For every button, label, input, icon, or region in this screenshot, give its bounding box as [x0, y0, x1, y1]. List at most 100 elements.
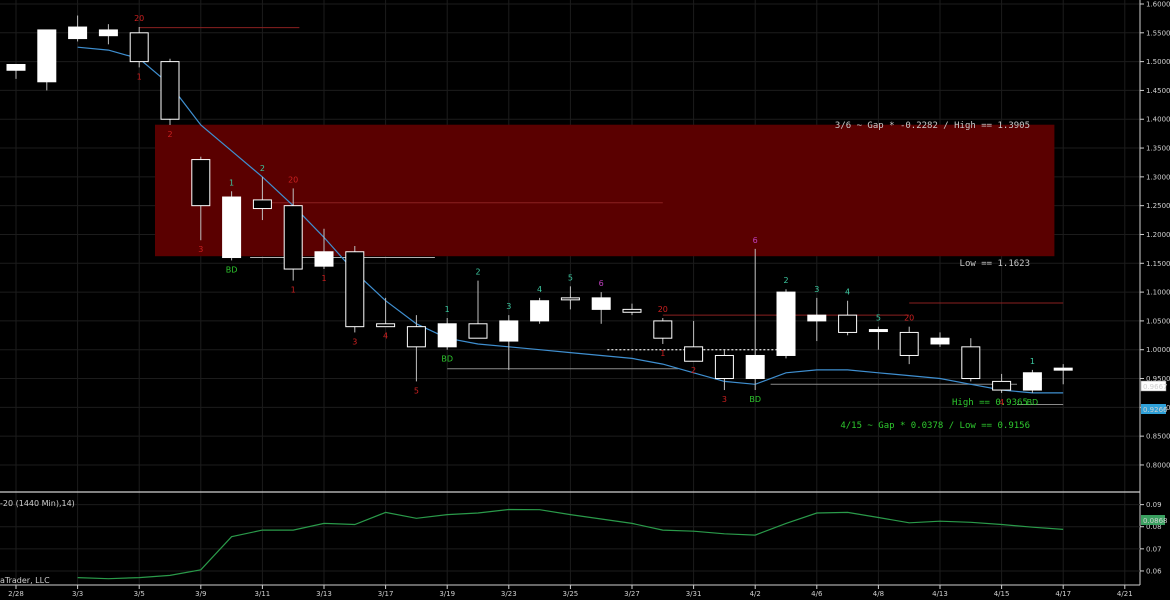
indicator-title: -20 (1440 Min),14): [0, 499, 75, 508]
candle-body: [838, 314, 858, 333]
price-tick-label: 1.0000: [1146, 346, 1170, 354]
price-tick-label: 0.8000: [1146, 461, 1170, 469]
annotation-gap-low: Low == 1.1623: [960, 259, 1030, 269]
candle: [37, 29, 57, 91]
time-tick-label: 3/17: [378, 590, 394, 598]
moving-average-line: [77, 46, 1064, 394]
count-label: 2: [475, 268, 480, 277]
candle-body: [622, 308, 642, 313]
candle-body: [684, 346, 704, 362]
candle: [745, 248, 765, 391]
price-tick-label: 1.3500: [1146, 145, 1170, 153]
annotation-gap-low-green: 4/15 ~ Gap * 0.0378 / Low == 0.9156: [840, 421, 1030, 431]
candle: [868, 326, 888, 350]
count-label: 1: [137, 72, 142, 81]
count-label: 1: [445, 305, 450, 314]
candle-body: [6, 64, 26, 71]
candle: [1053, 364, 1073, 385]
count-labels: 20 1 2 3 1 BD 2 20 1 1 3 4 5 1 BD 2 3 4 5 6 20 1 2 3 BD 6 2 3 4 5 20 4 1…: [134, 14, 1038, 407]
time-tick-label: 3/9: [195, 590, 206, 598]
last-price-badge: 0.9667: [1140, 380, 1168, 392]
candle: [776, 289, 796, 359]
candle: [714, 349, 734, 391]
candle: [838, 300, 858, 336]
count-label: 20: [658, 305, 668, 314]
candle-body: [376, 323, 396, 328]
candle: [992, 373, 1012, 393]
candle-body: [314, 251, 334, 267]
candle-body: [745, 354, 765, 380]
indicator-value-badge: 0.0868: [1141, 515, 1168, 525]
time-tick-label: 4/2: [750, 590, 761, 598]
ma-value-badge: 0.9266: [1141, 404, 1168, 414]
price-tick-label: 1.5000: [1146, 58, 1170, 66]
count-label: BD: [749, 395, 761, 404]
candle: [68, 15, 88, 42]
candle-body: [98, 29, 118, 37]
candle: [622, 303, 642, 316]
count-label: 4: [845, 288, 850, 297]
time-tick-label: 4/21: [1117, 590, 1133, 598]
price-tick-label: 1.2500: [1146, 202, 1170, 210]
candle-body: [68, 26, 88, 40]
candle: [345, 246, 365, 333]
candle: [591, 292, 611, 324]
gap-zone-rect: [155, 124, 1055, 257]
count-label: BD: [441, 355, 453, 364]
time-tick-label: 2/28: [8, 590, 24, 598]
price-tick-label: 0.9500: [1146, 375, 1170, 383]
candle: [129, 27, 149, 68]
candle: [191, 156, 211, 241]
candle: [252, 176, 272, 221]
candle: [560, 286, 580, 310]
candle-body: [807, 314, 827, 322]
candle-body: [252, 199, 272, 210]
price-tick-label: 1.0500: [1146, 317, 1170, 325]
price-tick-label: 0.8500: [1146, 433, 1170, 441]
time-tick-label: 3/3: [72, 590, 83, 598]
price-tick-label: 1.4500: [1146, 87, 1170, 95]
count-label: 1: [321, 274, 326, 283]
count-label: 3: [352, 337, 357, 346]
count-label: 6: [599, 279, 604, 288]
candle-body: [961, 346, 981, 380]
candle: [6, 64, 26, 79]
candle-body: [222, 196, 242, 259]
time-tick-label: 4/6: [811, 590, 823, 598]
count-label: 5: [568, 273, 573, 282]
count-label: 5: [414, 386, 419, 395]
candle-body: [468, 323, 488, 339]
count-label: 3: [722, 395, 727, 404]
count-label: 2: [167, 130, 172, 139]
candle: [807, 297, 827, 342]
price-tick-label: 1.6000: [1146, 1, 1170, 9]
count-label: 5: [876, 314, 881, 323]
count-label: 20: [904, 314, 914, 323]
candle: [283, 188, 303, 281]
copyright-text: aTrader, LLC: [0, 576, 50, 585]
price-tick-label: 1.3000: [1146, 173, 1170, 181]
candle-body: [653, 320, 673, 339]
candle: [468, 280, 488, 339]
count-label: BD: [226, 265, 238, 274]
candle-body: [560, 297, 580, 301]
candle-body: [530, 300, 550, 322]
candle: [930, 332, 950, 347]
count-label: 2: [783, 276, 788, 285]
time-tick-label: 3/23: [501, 590, 517, 598]
count-label: 4: [537, 285, 542, 294]
candle-body: [930, 337, 950, 345]
count-label: 4: [999, 398, 1004, 407]
candle-body: [591, 297, 611, 310]
time-tick-label: 3/19: [439, 590, 455, 598]
candle: [899, 326, 919, 365]
annotation-gap-high: 3/6 ~ Gap * -0.2282 / High == 1.3905: [835, 121, 1030, 131]
candle-body: [499, 320, 519, 342]
candle-body: [1053, 367, 1073, 371]
count-label: 2: [260, 164, 265, 173]
time-tick-label: 3/25: [563, 590, 579, 598]
candle: [222, 191, 242, 261]
count-label: 6: [753, 236, 758, 245]
